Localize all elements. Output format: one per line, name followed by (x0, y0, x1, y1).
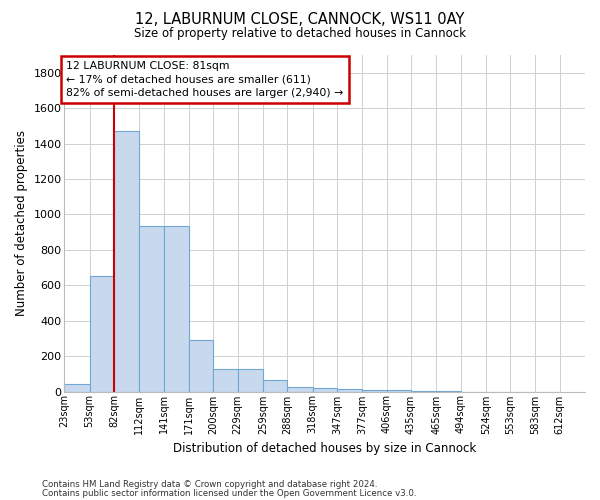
Bar (114, 131, 139, 392)
Bar (238, 370, 263, 392)
Bar (386, 390, 411, 392)
Bar (139, 226, 164, 392)
Text: Contains public sector information licensed under the Open Government Licence v3: Contains public sector information licen… (42, 488, 416, 498)
Bar (89, 276, 114, 392)
Text: Size of property relative to detached houses in Cannock: Size of property relative to detached ho… (134, 28, 466, 40)
Bar (263, 380, 287, 392)
Bar (411, 390, 436, 392)
Bar (189, 340, 214, 392)
Bar (436, 390, 461, 392)
Bar (287, 387, 313, 392)
Bar (313, 388, 337, 392)
Bar (337, 389, 362, 392)
Bar (64, 384, 89, 392)
Bar (362, 390, 386, 392)
X-axis label: Distribution of detached houses by size in Cannock: Distribution of detached houses by size … (173, 442, 476, 455)
Y-axis label: Number of detached properties: Number of detached properties (15, 130, 28, 316)
Bar (214, 370, 238, 392)
Text: 12, LABURNUM CLOSE, CANNOCK, WS11 0AY: 12, LABURNUM CLOSE, CANNOCK, WS11 0AY (136, 12, 464, 28)
Bar (164, 226, 189, 392)
Text: Contains HM Land Registry data © Crown copyright and database right 2024.: Contains HM Land Registry data © Crown c… (42, 480, 377, 489)
Text: 12 LABURNUM CLOSE: 81sqm
← 17% of detached houses are smaller (611)
82% of semi-: 12 LABURNUM CLOSE: 81sqm ← 17% of detach… (66, 61, 343, 98)
